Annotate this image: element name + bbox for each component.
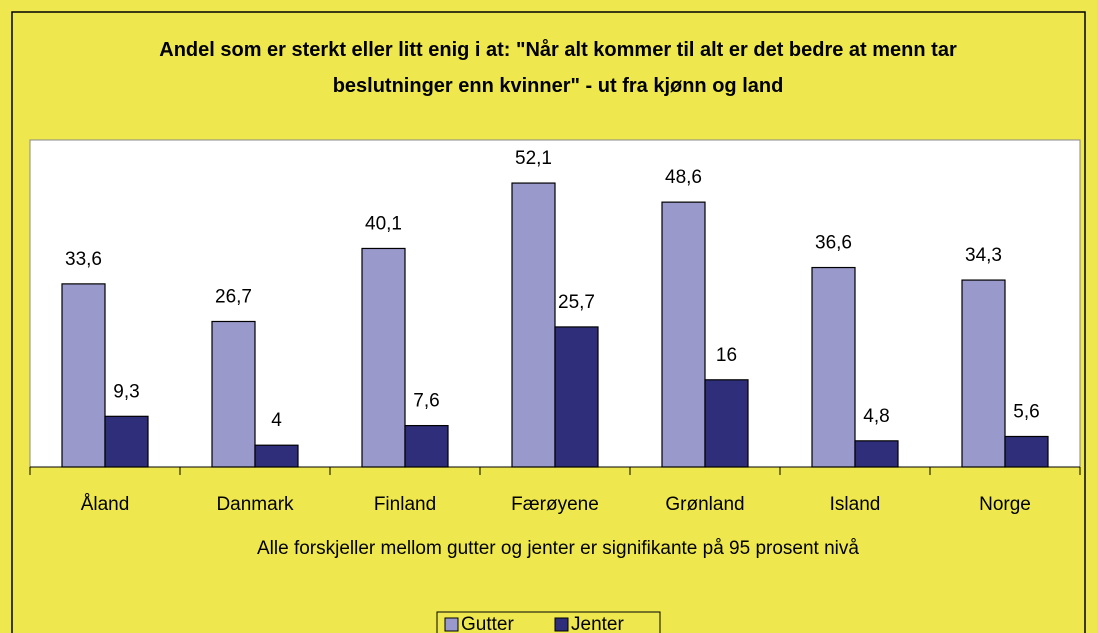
value-label: 25,7 [558, 292, 595, 313]
x-tick-label: Island [830, 494, 881, 515]
value-label: 7,6 [413, 391, 439, 412]
bar [704, 379, 749, 468]
x-tick-label: Grønland [665, 494, 744, 515]
x-tick-label: Færøyene [511, 494, 599, 515]
value-label: 40,1 [365, 213, 402, 234]
bar [811, 266, 856, 468]
x-tick-label: Finland [374, 494, 436, 515]
value-label: 52,1 [515, 148, 552, 169]
bar [361, 247, 406, 468]
x-tick-label: Danmark [216, 494, 294, 515]
value-label: 4 [271, 410, 282, 431]
value-label: 9,3 [113, 381, 139, 402]
bar [61, 283, 106, 468]
legend-swatch [444, 617, 459, 632]
bar [104, 415, 149, 468]
legend-box [436, 611, 661, 633]
x-tick-label: Norge [979, 494, 1031, 515]
value-label: 34,3 [965, 245, 1002, 266]
bar [854, 440, 899, 468]
bar [961, 279, 1006, 468]
x-axis-label: Alle forskjeller mellom gutter og jenter… [257, 538, 859, 559]
legend-swatch [554, 617, 569, 632]
legend-label: Jenter [571, 614, 624, 633]
value-label: 16 [716, 345, 737, 366]
value-label: 48,6 [665, 167, 702, 188]
value-label: 26,7 [215, 287, 252, 308]
value-label: 36,6 [815, 233, 852, 254]
legend-label: Gutter [461, 614, 514, 633]
x-tick-label: Åland [81, 494, 130, 515]
bar [211, 320, 256, 468]
frame [11, 11, 1086, 633]
value-label: 33,6 [65, 249, 102, 270]
value-label: 5,6 [1013, 401, 1039, 422]
bar [661, 201, 706, 468]
value-label: 4,8 [863, 406, 889, 427]
bar [554, 326, 599, 468]
chart-title: Andel som er sterkt eller litt enig i at… [159, 39, 957, 97]
bar [1004, 435, 1049, 468]
bar [404, 424, 449, 468]
bar [511, 182, 556, 468]
bar [254, 444, 299, 468]
